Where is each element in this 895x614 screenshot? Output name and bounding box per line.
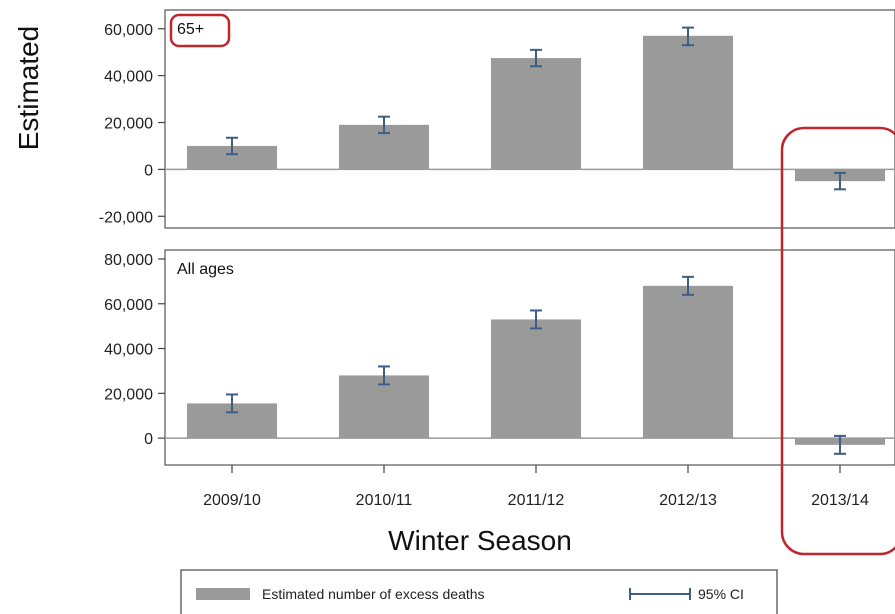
panel-label: All ages xyxy=(177,261,234,278)
y-tick-label: 0 xyxy=(144,431,153,448)
x-tick-label: 2010/11 xyxy=(356,492,413,509)
bar-2011-12 xyxy=(491,58,581,170)
bar-2012-13 xyxy=(643,35,733,170)
error-bar-2010-11 xyxy=(378,115,390,135)
x-tick-label: 2012/13 xyxy=(659,492,717,509)
error-bar-2009-10 xyxy=(226,136,238,156)
error-bar-2011-12 xyxy=(530,309,542,330)
legend-ci-swatch xyxy=(629,588,691,600)
panel-all-ages-frame xyxy=(164,249,895,466)
legend-ci-label: 95% CI xyxy=(698,586,744,602)
y-tick-label: 60,000 xyxy=(104,297,153,314)
x-axis-title: Winter Season xyxy=(388,525,572,556)
y-tick-label: 40,000 xyxy=(104,69,153,86)
error-bar-2010-11 xyxy=(378,365,390,386)
y-tick-label: 40,000 xyxy=(104,342,153,359)
x-tick-label: 2013/14 xyxy=(811,492,869,509)
bar-2010-11 xyxy=(339,375,429,439)
error-bar-2009-10 xyxy=(226,393,238,414)
legend-frame xyxy=(180,569,778,614)
x-tick-label: 2011/12 xyxy=(508,492,565,509)
error-bar-2011-12 xyxy=(530,48,542,68)
error-bar-2012-13 xyxy=(682,26,694,47)
highlight-box-65-plus-label xyxy=(169,13,231,48)
y-tick-label: 0 xyxy=(144,162,153,179)
legend-bar-label: Estimated number of excess deaths xyxy=(262,586,485,602)
x-tick-labels: 2009/10 2010/11 2011/12 2012/13 2013/14 xyxy=(203,465,869,509)
error-bar-2013-14 xyxy=(834,171,846,191)
y-tick-label: -20,000 xyxy=(99,209,153,226)
y-axis-title: Estimated xyxy=(13,26,44,151)
panel-label: 65+ xyxy=(177,21,204,38)
bar-2011-12 xyxy=(491,319,581,439)
y-tick-label: 20,000 xyxy=(104,116,153,133)
panel-65-plus: -20,000 0 20,000 40,000 60,000 65+ xyxy=(99,9,895,229)
highlight-box-2013-14 xyxy=(780,126,895,556)
panel-65-plus-frame xyxy=(164,9,895,229)
y-tick-label: 60,000 xyxy=(104,22,153,39)
legend: Estimated number of excess deaths 95% CI xyxy=(180,569,778,614)
panel-all-ages: 0 20,000 40,000 60,000 80,000 All ages xyxy=(104,249,895,466)
x-tick-label: 2009/10 xyxy=(203,492,261,509)
bar-2009-10 xyxy=(187,145,277,170)
y-tick-label: 20,000 xyxy=(104,386,153,403)
bar-2012-13 xyxy=(643,285,733,439)
y-tick-label: 80,000 xyxy=(104,252,153,269)
legend-bar-swatch xyxy=(196,588,250,600)
error-bar-2012-13 xyxy=(682,275,694,296)
error-bar-2013-14 xyxy=(834,434,846,455)
